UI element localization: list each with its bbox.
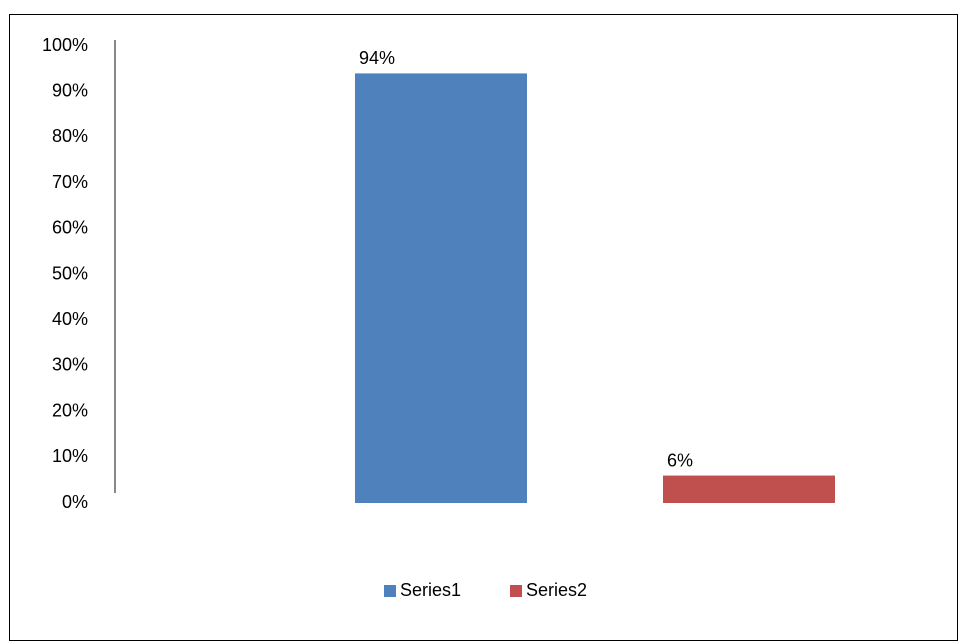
data-label: 94% bbox=[359, 48, 395, 68]
y-tick-label: 50% bbox=[52, 263, 88, 283]
y-tick-label: 60% bbox=[52, 218, 88, 238]
data-label: 6% bbox=[667, 450, 693, 470]
y-tick-label: 10% bbox=[52, 446, 88, 466]
y-tick-label: 20% bbox=[52, 400, 88, 420]
bar bbox=[663, 475, 835, 503]
y-tick-label: 100% bbox=[42, 35, 88, 55]
y-tick-label: 30% bbox=[52, 355, 88, 375]
legend-label: Series1 bbox=[400, 580, 461, 600]
y-tick-label: 0% bbox=[62, 492, 88, 512]
y-tick-label: 70% bbox=[52, 172, 88, 192]
legend-swatch bbox=[384, 585, 396, 597]
y-tick-label: 40% bbox=[52, 309, 88, 329]
legend-swatch bbox=[510, 585, 522, 597]
y-tick-label: 80% bbox=[52, 126, 88, 146]
y-tick-label: 90% bbox=[52, 80, 88, 100]
legend-label: Series2 bbox=[526, 580, 587, 600]
bar bbox=[355, 73, 527, 504]
